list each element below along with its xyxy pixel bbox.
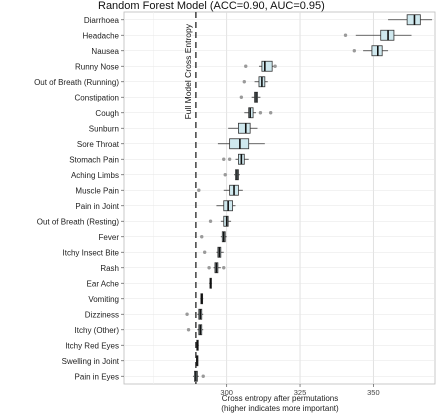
y-tick-label: Itchy Red Eyes bbox=[65, 341, 119, 350]
outlier-point bbox=[207, 266, 211, 270]
outlier-point bbox=[223, 173, 227, 177]
box-plot bbox=[228, 122, 258, 134]
box-plot bbox=[352, 45, 389, 57]
y-tick-label: Sore Throat bbox=[77, 140, 120, 149]
plot-panel bbox=[123, 11, 436, 385]
box-plot bbox=[388, 14, 433, 26]
box-plot bbox=[197, 184, 243, 196]
reference-line-label: Full Model Cross Entropy bbox=[183, 23, 193, 119]
outlier-point bbox=[268, 111, 273, 115]
x-tick-label: 300 bbox=[220, 388, 233, 397]
box-plot bbox=[186, 324, 204, 336]
y-tick-label: Dizziness bbox=[85, 310, 119, 319]
y-tick-label: Runny Nose bbox=[75, 62, 120, 71]
x-axis-title-line1: Cross entropy after permutations bbox=[222, 394, 339, 403]
outlier-point bbox=[242, 80, 246, 84]
y-tick-label: Itchy Insect Bite bbox=[63, 248, 120, 257]
y-tick-label: Rash bbox=[100, 264, 119, 273]
y-tick-label: Out of Breath (Running) bbox=[34, 78, 119, 87]
box-plot bbox=[185, 308, 204, 320]
box-plot bbox=[202, 246, 224, 258]
box-plot bbox=[239, 91, 261, 103]
box-plot bbox=[343, 29, 412, 41]
y-tick-label: Swelling in Joint bbox=[62, 357, 120, 366]
outlier-point bbox=[201, 374, 205, 378]
box-iqr bbox=[261, 60, 273, 72]
box-plot bbox=[208, 215, 232, 227]
outlier-point bbox=[208, 219, 213, 223]
outlier-point bbox=[239, 95, 244, 99]
y-tick-label: Fever bbox=[99, 233, 120, 242]
outlier-point bbox=[273, 64, 277, 68]
x-tick-label: 350 bbox=[367, 388, 380, 397]
y-tick-label: Ear Ache bbox=[87, 279, 120, 288]
y-axis-labels: Diarrhoea Headache Nausea Runny Nose Out of … bbox=[34, 16, 124, 381]
y-tick-label: Out of Breath (Resting) bbox=[37, 217, 120, 226]
box-plot bbox=[216, 200, 236, 212]
y-tick-label: Stomach Pain bbox=[69, 155, 119, 164]
y-tick-label: Constipation bbox=[75, 93, 119, 102]
box-plot bbox=[217, 138, 265, 150]
outlier-point bbox=[186, 328, 191, 332]
chart-title: Random Forest Model (ACC=0.90, AUC=0.95) bbox=[98, 0, 325, 12]
outlier-point bbox=[244, 64, 248, 68]
outlier-point bbox=[227, 157, 232, 161]
reference-line-group: Full Model Cross Entropy bbox=[183, 12, 197, 384]
x-tick-label: 325 bbox=[294, 388, 307, 397]
box-plot bbox=[209, 277, 213, 289]
outlier-point bbox=[202, 250, 207, 254]
y-tick-label: Aching Limbs bbox=[71, 171, 119, 180]
y-tick-label: Cough bbox=[95, 109, 119, 118]
y-tick-label: Diarrhoea bbox=[84, 16, 120, 25]
y-tick-label: Pain in Eyes bbox=[75, 372, 119, 381]
box-plot bbox=[244, 60, 277, 72]
box-plot bbox=[192, 370, 205, 382]
box-plot bbox=[242, 76, 268, 88]
grid-lines bbox=[124, 12, 435, 384]
y-tick-label: Muscle Pain bbox=[75, 186, 119, 195]
box-plot bbox=[207, 262, 226, 274]
box-plot bbox=[195, 355, 199, 367]
box-series bbox=[185, 14, 433, 382]
y-tick-label: Nausea bbox=[91, 47, 119, 56]
outlier-point bbox=[222, 266, 226, 270]
x-axis-title-line2: (higher indicates more important) bbox=[221, 404, 339, 413]
outlier-point bbox=[185, 312, 189, 316]
box-plot bbox=[195, 339, 199, 351]
outlier-point bbox=[222, 157, 226, 161]
box-plot bbox=[222, 153, 249, 165]
outlier-point bbox=[258, 111, 263, 115]
box-plot bbox=[200, 231, 227, 243]
box-plot bbox=[200, 293, 204, 305]
y-tick-label: Pain in Joint bbox=[75, 202, 119, 211]
box-plot bbox=[244, 107, 273, 119]
y-tick-label: Itchy (Other) bbox=[75, 326, 120, 335]
box-iqr bbox=[238, 122, 251, 134]
x-axis-ticks: 300 325 350 bbox=[220, 384, 380, 397]
y-tick-label: Vomiting bbox=[88, 295, 119, 304]
y-tick-label: Sunburn bbox=[89, 124, 119, 133]
box-plot bbox=[223, 169, 240, 181]
outlier-point bbox=[197, 188, 201, 192]
y-tick-label: Headache bbox=[83, 31, 120, 40]
outlier-point bbox=[343, 33, 348, 37]
outlier-point bbox=[200, 235, 204, 239]
outlier-point bbox=[352, 49, 357, 53]
